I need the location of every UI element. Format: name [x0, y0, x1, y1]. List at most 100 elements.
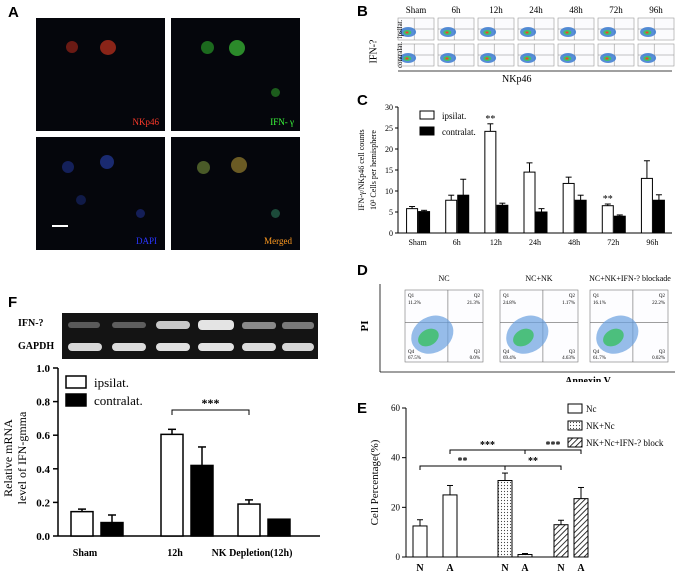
- panel-f-bar: [100, 521, 124, 537]
- flow-population-peak: [445, 31, 449, 34]
- panel-d-quadrant-value: 67.5%: [408, 356, 421, 361]
- panel-f-ytick-label: 0.8: [36, 397, 50, 409]
- panel-d-quadrant-label: Q1: [503, 294, 510, 299]
- panel-f-bar: [237, 503, 261, 537]
- flow-population-peak: [645, 57, 649, 60]
- flow-column-label: 12h: [489, 5, 503, 15]
- panel-e-category-label: N: [501, 563, 509, 574]
- flow-column-label: 24h: [529, 5, 543, 15]
- panel-e-legend-label: Nc: [586, 404, 597, 414]
- flow-population-peak: [565, 57, 569, 60]
- panel-c-category-label: 6h: [453, 238, 461, 247]
- panel-d-xlabel: Annexin V: [565, 376, 611, 382]
- panel-c-bar: [445, 199, 458, 234]
- panel-a-microscopy: NKp46 IFN- γ DAPI Merged: [36, 18, 316, 273]
- flow-column-label: 48h: [569, 5, 583, 15]
- panel-e-category-label: A: [521, 563, 529, 574]
- panel-c-legend-swatch: [419, 110, 435, 120]
- panel-b-label: B: [357, 3, 368, 20]
- panel-e-label: E: [357, 400, 368, 417]
- panel-c-bar: [523, 171, 536, 234]
- panel-c-ylabel2: 10³ Cells per hemisphere: [369, 130, 378, 210]
- panel-c-category-label: 48h: [568, 238, 580, 247]
- flow-row-label: ipsilat.: [396, 19, 404, 38]
- panel-c-category-label: 72h: [607, 238, 619, 247]
- flow-population-peak: [605, 31, 609, 34]
- panel-b-xlabel: NKp46: [502, 74, 532, 85]
- panel-f-category-label: 12h: [167, 548, 183, 559]
- panel-d-group-label: NC: [438, 274, 449, 283]
- panel-f-bar: [267, 518, 291, 537]
- panel-f-legend-label: contralat.: [94, 393, 143, 408]
- panel-c-bar: [601, 205, 614, 234]
- panel-c-ytick-label: 0: [389, 229, 393, 238]
- panel-e-category-label: A: [446, 563, 454, 574]
- panel-d-group-label: NC+NK: [525, 274, 552, 283]
- panel-e-bar: [442, 494, 458, 558]
- panel-d-quadrant-value: 21.3%: [467, 301, 480, 306]
- panel-d-quadrant-label: Q4: [503, 350, 510, 355]
- panel-c-bar: [535, 211, 548, 234]
- micrograph-nkp46: NKp46: [36, 18, 165, 131]
- panel-d-quadrant-label: Q2: [474, 294, 481, 299]
- panel-c-significance: **: [485, 114, 495, 125]
- micrograph-ifn: IFN- γ: [171, 18, 300, 131]
- flow-column-label: 72h: [609, 5, 623, 15]
- panel-e-ytick-label: 20: [391, 502, 401, 512]
- panel-c-bar: [574, 199, 587, 234]
- panel-f-chart: 0.0 0.2 0.4 0.6 0.8 1.0 Relative mRNA level of …: [1, 363, 320, 559]
- flow-population-peak: [645, 31, 649, 34]
- panel-c-bar: [406, 208, 419, 234]
- panel-c-bar: [562, 182, 575, 234]
- panel-e-bar: [553, 524, 569, 558]
- panel-e-ytick-label: 60: [391, 403, 401, 413]
- panel-d-quadrant-value: 69.4%: [503, 356, 516, 361]
- flow-population-peak: [485, 57, 489, 60]
- flow-population-peak: [605, 57, 609, 60]
- panel-c-category-label: Sham: [408, 238, 427, 247]
- panel-c-label: C: [357, 92, 368, 109]
- panel-f-ylabel: Relative mRNA: [1, 419, 15, 497]
- panel-c-bar: [418, 211, 431, 234]
- panel-e-bar: [497, 480, 513, 558]
- panel-c-ytick-label: 10: [385, 187, 393, 196]
- panel-f-ytick-label: 0.6: [36, 430, 50, 442]
- panel-c-bar: [613, 215, 626, 234]
- panel-f-significance-bracket: [171, 409, 250, 415]
- panel-c-ytick-label: 5: [389, 208, 393, 217]
- scale-bar: [52, 225, 68, 227]
- panel-c-bar: [496, 204, 509, 234]
- panel-e-ytick-label: 40: [391, 453, 401, 463]
- panel-e-legend-swatch: [567, 403, 583, 414]
- panel-d-quadrant-label: Q1: [593, 294, 600, 299]
- flow-population-peak: [525, 57, 529, 60]
- panel-e-category-label: N: [557, 563, 565, 574]
- flow-population-peak: [445, 57, 449, 60]
- panel-d-ylabel: PI: [359, 321, 371, 332]
- panel-e-significance: ***: [546, 440, 561, 451]
- panel-c-ytick-label: 25: [385, 124, 393, 133]
- panel-e-legend-label: NK+Nc+IFN-? block: [586, 438, 664, 448]
- panel-c-ylabel: IFN-γ/NKp46 cell counts: [357, 129, 366, 210]
- panel-f-ylabel2: level of IFN-gmma: [15, 411, 29, 504]
- panel-a-label: A: [8, 4, 19, 21]
- panel-e-bar: [573, 498, 589, 558]
- panel-c-category-label: 12h: [490, 238, 502, 247]
- panel-b-flow-grid: IFN-? NKp46 Sham 6h 12h 24h 48h 72h 96h ipsilat…: [368, 4, 682, 86]
- panel-d-quadrant-label: Q4: [408, 350, 415, 355]
- panel-f-significance: ***: [202, 396, 220, 410]
- flow-population-peak: [405, 31, 409, 34]
- panel-e-significance: ***: [480, 440, 495, 451]
- panel-c-legend-label: contralat.: [442, 127, 476, 137]
- panel-e-ytick-label: 0: [396, 552, 401, 562]
- panel-c-bar: [484, 130, 497, 234]
- panel-c-bar: [640, 177, 653, 234]
- panel-c-ytick-label: 15: [385, 166, 393, 175]
- panel-d-quadrant-label: Q4: [593, 350, 600, 355]
- panel-d-quadrant-value: 22.2%: [652, 301, 665, 306]
- panel-c-ytick-label: 30: [385, 103, 393, 112]
- flow-column-label: 96h: [649, 5, 663, 15]
- panel-c-legend-swatch: [419, 126, 435, 136]
